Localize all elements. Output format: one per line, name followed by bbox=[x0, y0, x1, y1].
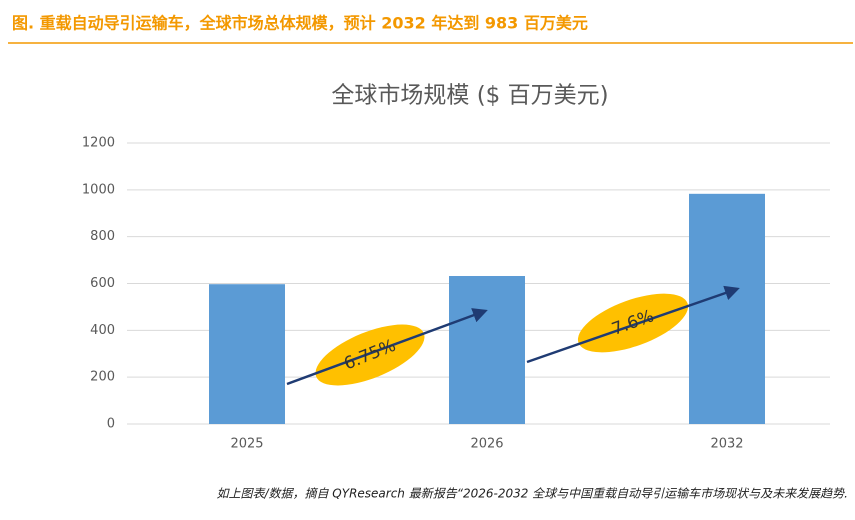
x-tick-label: 2026 bbox=[470, 437, 503, 452]
x-tick-label: 2025 bbox=[230, 437, 263, 452]
header: 图. 重载自动导引运输车，全球市场总体规模，预计 2032 年达到 983 百万… bbox=[12, 14, 588, 33]
bar bbox=[689, 193, 765, 424]
footer: 如上图表/数据，摘自 QYResearch 最新报告“2026-2032 全球与… bbox=[216, 487, 848, 501]
y-tick-label: 800 bbox=[90, 229, 115, 244]
bar bbox=[209, 284, 285, 424]
growth-arrow bbox=[526, 285, 740, 364]
y-tick-label: 1200 bbox=[82, 136, 115, 151]
y-tick-label: 1000 bbox=[82, 182, 115, 197]
y-tick-label: 200 bbox=[90, 370, 115, 385]
x-tick-label: 2032 bbox=[710, 437, 743, 452]
annotation-bubble bbox=[315, 324, 425, 386]
annotation-bubble bbox=[577, 293, 689, 353]
chart-title: 全球市场规模 ($ 百万美元) bbox=[331, 83, 608, 109]
y-tick-label: 600 bbox=[90, 276, 115, 291]
bar bbox=[449, 276, 525, 424]
y-tick-label: 400 bbox=[90, 323, 115, 338]
y-tick-label: 0 bbox=[107, 417, 115, 432]
growth-arrow bbox=[286, 308, 488, 386]
